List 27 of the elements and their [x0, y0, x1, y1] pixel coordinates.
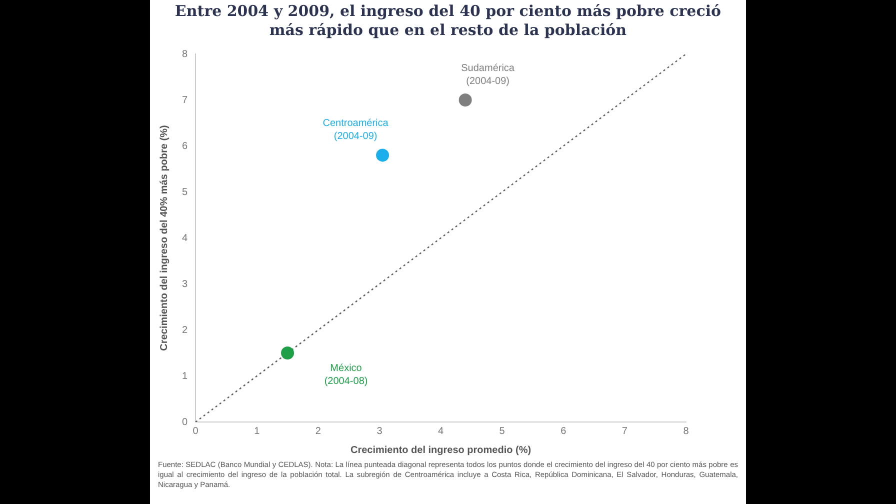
y-tick-label: 2 [182, 324, 188, 336]
x-tick-label: 3 [376, 426, 383, 437]
x-tick-label: 2 [315, 426, 322, 437]
point [376, 148, 390, 162]
point [458, 94, 472, 106]
y-tick-label: 8 [182, 48, 188, 60]
x-tick-label: 0 [192, 426, 199, 437]
y-axis-title: Crecimiento del ingreso del 40% más pobre (%) [158, 125, 170, 351]
x-tick-label: 8 [683, 426, 690, 437]
x-tick-label: 5 [499, 426, 506, 437]
chart-title: Entre 2004 y 2009, el ingreso del 40 por ciento más pobre creció más rápido que en el resto de la población [174, 2, 722, 40]
x-tick-label: 6 [560, 426, 567, 437]
y-tick-label: 1 [182, 370, 188, 382]
y-tick-label: 5 [182, 186, 188, 198]
y-tick-label: 6 [182, 140, 188, 152]
y-tick-label: 4 [182, 232, 188, 244]
y-tick-label: 0 [182, 416, 188, 428]
x-tick-label: 4 [438, 426, 444, 437]
point [281, 346, 294, 360]
text: México (2004-08) [324, 363, 368, 387]
y-tick-label: 7 [182, 94, 188, 106]
y-tick-label: 3 [182, 278, 188, 290]
series-label: Sudamérica (2004-09) [461, 63, 515, 87]
series-label: Centroamérica (2004-09) [322, 118, 389, 142]
x-tick-label: 7 [622, 426, 628, 437]
x-axis-title: Crecimiento del ingreso promedio (%) [350, 444, 532, 456]
x-tick-label: 1 [254, 426, 260, 437]
